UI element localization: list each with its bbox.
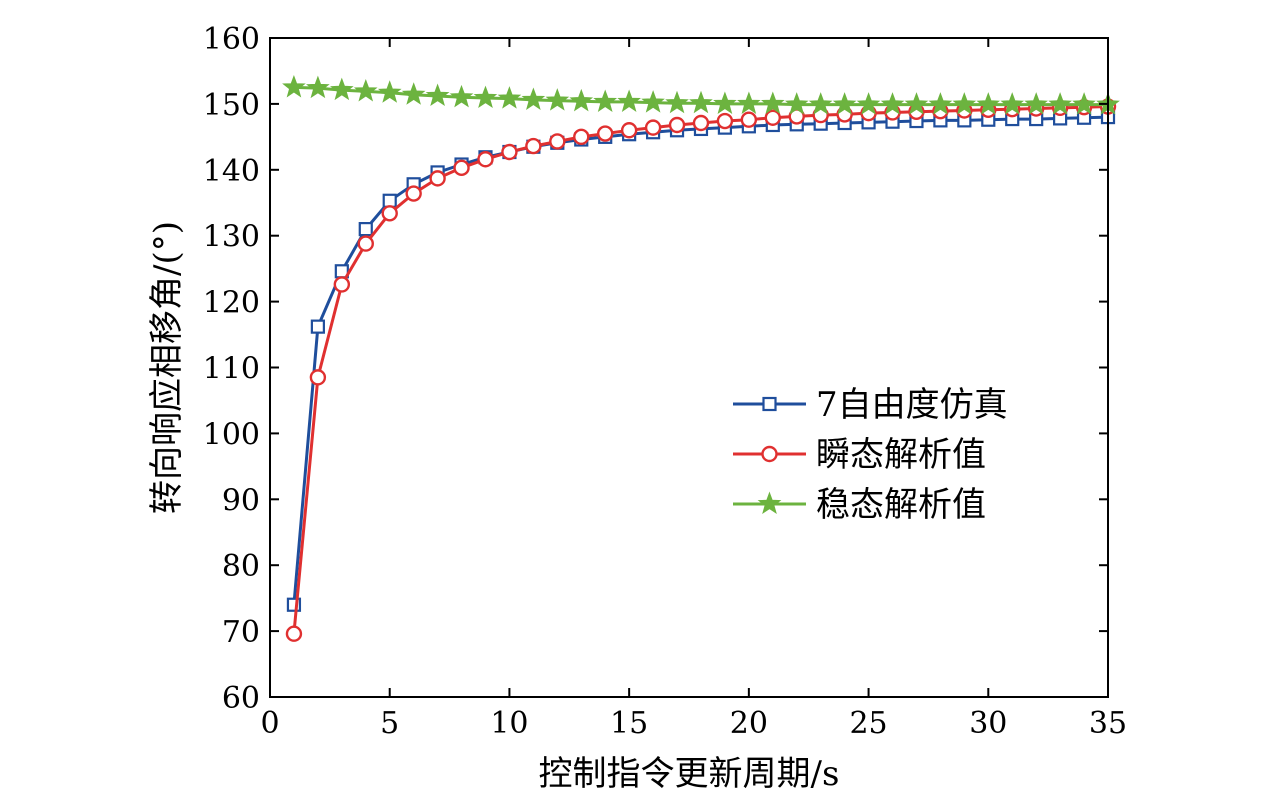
series-2-point-24: [856, 92, 881, 115]
series-1-point-4: [381, 205, 398, 222]
series-2-point-6: [425, 83, 450, 107]
series-1-point-6: [429, 170, 446, 187]
legend-entry-1: 瞬态解析值: [733, 435, 986, 475]
legend-marker-0: [762, 396, 777, 412]
series-2-point-5: [401, 82, 426, 105]
x-tick-label-6: 30: [969, 706, 1007, 741]
series-2-point-1: [306, 75, 330, 99]
series-2-point-14: [617, 89, 641, 112]
series-2-point-0: [282, 74, 306, 98]
series-1-point-20: [764, 109, 781, 126]
series-2-point-29: [976, 92, 1001, 115]
series-layer: [282, 74, 1120, 642]
legend-label-1: 瞬态解析值: [816, 435, 986, 475]
legend-label-0: 7自由度仿真: [816, 385, 1008, 425]
y-tick-label-8: 140: [203, 154, 260, 189]
legend-marker-2: [757, 491, 782, 515]
series-2-point-27: [928, 92, 953, 115]
series-1-point-14: [620, 122, 638, 139]
y-tick-label-9: 150: [203, 88, 260, 123]
series-2-point-4: [377, 80, 402, 103]
series-0-point-3: [358, 222, 373, 237]
legend-entry-2: 稳态解析值: [733, 485, 986, 525]
x-tick-label-4: 20: [730, 706, 768, 741]
y-axis-title: 转向响应相移角/(°): [147, 221, 187, 514]
y-tick-label-10: 160: [203, 22, 260, 57]
series-2-point-16: [665, 90, 689, 114]
legend-marker-shape-1: [761, 445, 778, 463]
y-tick-label-2: 80: [222, 549, 260, 584]
y-tick-label-0: 60: [222, 681, 260, 716]
series-2-point-28: [952, 92, 977, 115]
y-tick-label-4: 100: [203, 417, 260, 452]
x-tick-label-2: 10: [490, 706, 528, 741]
series-1-point-3: [357, 235, 374, 252]
series-1-point-15: [644, 119, 662, 136]
series-1-point-18: [716, 112, 734, 130]
series-0-point-1: [310, 319, 325, 334]
series-2-point-22: [808, 92, 833, 115]
series-0-point-4: [382, 193, 397, 208]
series-2-point-18: [713, 91, 737, 114]
series-2-point-33: [1072, 92, 1096, 115]
series-1-point-1: [309, 369, 327, 386]
series-1-point-8: [477, 151, 494, 168]
series-1-point-12: [573, 128, 590, 146]
plot-frame: [269, 37, 1109, 698]
series-2-point-21: [784, 92, 809, 115]
series-2: [282, 74, 1120, 115]
series-1-point-7: [453, 159, 470, 177]
series-2-point-13: [593, 89, 618, 112]
legend-entry-0: 7自由度仿真: [733, 385, 1008, 425]
y-tick-label-5: 110: [203, 352, 260, 387]
series-2-point-23: [832, 92, 857, 115]
series-1-point-16: [668, 116, 686, 134]
series-2-point-25: [880, 92, 905, 115]
series-2-point-32: [1048, 92, 1072, 115]
series-1-point-11: [549, 133, 566, 150]
series-2-point-31: [1024, 92, 1048, 115]
series-1-point-9: [501, 143, 518, 161]
legend-marker-shape-2: [757, 491, 782, 515]
series-2-point-17: [689, 90, 713, 114]
series-2-point-9: [497, 86, 522, 109]
series-1-point-10: [525, 137, 542, 155]
ticks-layer: 0 5 10 15 20 25 30 35 60 70 80 90 100 110 120 130 140 150…: [203, 22, 1127, 741]
x-tick-label-5: 25: [849, 706, 887, 741]
series-1-point-13: [597, 125, 614, 142]
series-1-point-5: [405, 185, 422, 202]
series-1-point-0: [285, 625, 303, 642]
x-tick-label-0: 0: [260, 706, 279, 741]
y-tick-label-1: 70: [222, 615, 260, 650]
x-tick-label-3: 15: [610, 706, 648, 741]
legend-label-2: 稳态解析值: [816, 485, 986, 525]
series-2-point-11: [545, 88, 570, 111]
series-2-point-15: [641, 90, 665, 113]
series-2-point-2: [330, 77, 354, 101]
series-2-point-8: [473, 85, 498, 109]
series-1-point-17: [692, 114, 710, 132]
series-2-point-7: [449, 84, 474, 108]
y-tick-label-3: 90: [222, 483, 260, 518]
series-2-point-3: [353, 78, 378, 102]
x-axis-title: 控制指令更新周期/s: [539, 754, 840, 794]
x-tick-label-1: 5: [380, 706, 399, 741]
series-1-point-19: [740, 111, 758, 128]
legend-marker-shape-0: [762, 396, 777, 412]
series-2-point-30: [1000, 92, 1025, 115]
x-tick-label-7: 35: [1089, 706, 1127, 741]
series-1-point-2: [333, 276, 351, 293]
legend: 7自由度仿真 瞬态解析值 稳态解析值: [733, 385, 1008, 525]
series-2-point-20: [760, 91, 785, 114]
series-2-point-10: [521, 87, 546, 110]
series-2-point-26: [904, 92, 929, 115]
legend-marker-1: [761, 445, 778, 463]
series-2-point-12: [569, 88, 594, 112]
y-tick-label-7: 130: [203, 220, 260, 255]
series-2-point-19: [737, 91, 761, 114]
y-tick-label-6: 120: [203, 286, 260, 321]
